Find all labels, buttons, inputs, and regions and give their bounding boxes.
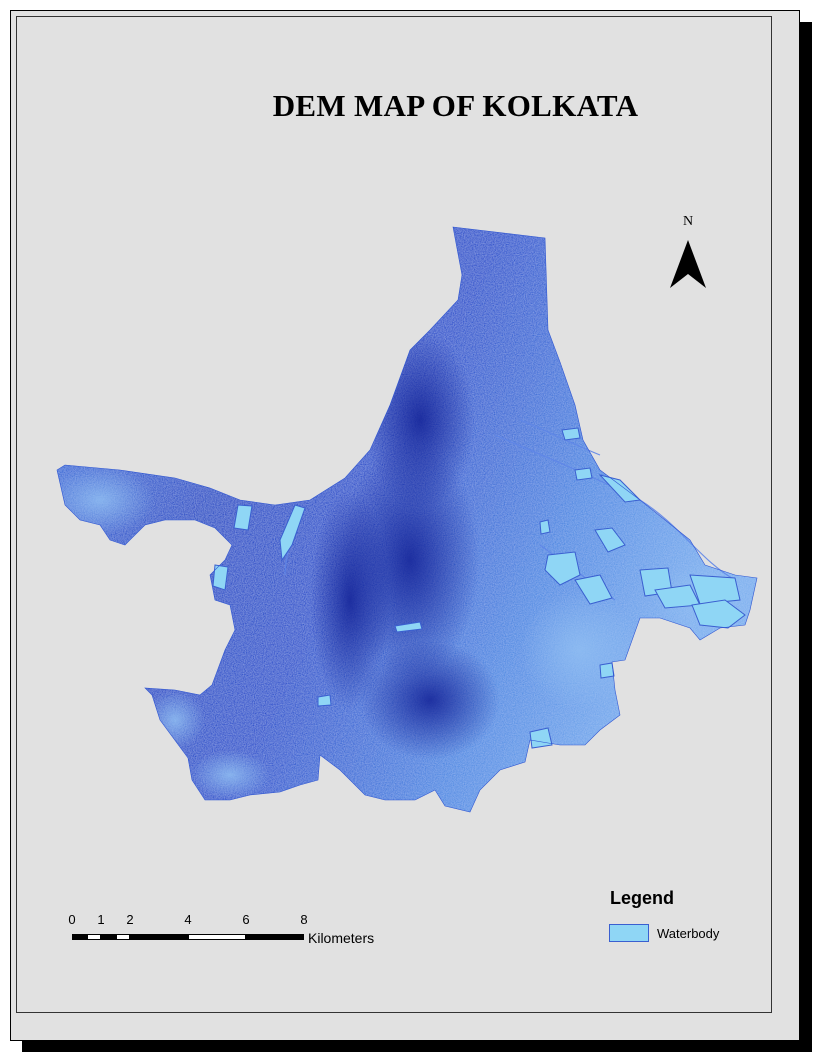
- legend: Legend Waterbody: [609, 888, 779, 958]
- scale-segment: [101, 934, 116, 940]
- legend-label-waterbody: Waterbody: [657, 926, 720, 941]
- scale-tick-1: 1: [97, 912, 105, 927]
- scale-segment: [246, 934, 304, 940]
- scale-tick-8: 8: [300, 912, 308, 927]
- scale-segment: [130, 934, 188, 940]
- scale-tick-6: 6: [242, 912, 250, 927]
- scale-segment: [116, 934, 130, 940]
- scale-bar: 0 1 2 4 6 8 Kilometers: [62, 912, 402, 952]
- north-label: N: [682, 214, 694, 229]
- scale-tick-2: 2: [126, 912, 134, 927]
- scale-segment: [87, 934, 101, 940]
- north-arrow-icon: [670, 240, 706, 288]
- scale-segment: [188, 934, 246, 940]
- dem-raster: [57, 227, 757, 812]
- map-frame: [16, 16, 772, 1013]
- scale-tick-0: 0: [68, 912, 76, 927]
- legend-title: Legend: [610, 888, 675, 908]
- scale-segment: [72, 934, 87, 940]
- map-title: DEM MAP OF KOLKATA: [272, 88, 639, 123]
- legend-swatch-waterbody: [609, 924, 649, 942]
- scale-tick-4: 4: [184, 912, 192, 927]
- north-arrow: N: [668, 214, 708, 294]
- scale-units: Kilometers: [308, 930, 375, 946]
